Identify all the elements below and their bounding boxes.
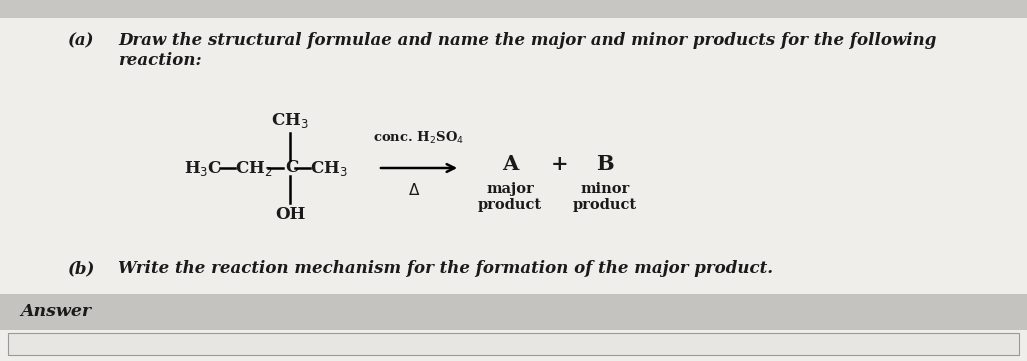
Bar (8, 333, 1019, 355)
Text: conc. H$_2$SO$_4$: conc. H$_2$SO$_4$ (374, 130, 464, 146)
Bar (0, 294, 1027, 330)
Text: Write the reaction mechanism for the formation of the major product.: Write the reaction mechanism for the for… (118, 260, 773, 277)
Text: product: product (478, 198, 542, 212)
Text: +: + (551, 154, 569, 174)
Text: OH: OH (275, 206, 305, 223)
Text: (b): (b) (68, 260, 96, 277)
Text: H$_3$C: H$_3$C (184, 158, 222, 178)
Text: major: major (486, 182, 534, 196)
Text: B: B (597, 154, 614, 174)
Text: Answer: Answer (20, 304, 91, 321)
Text: product: product (573, 198, 637, 212)
Text: minor: minor (580, 182, 630, 196)
Text: $\Delta$: $\Delta$ (408, 182, 420, 198)
Text: CH$_3$: CH$_3$ (271, 111, 309, 130)
Text: CH$_2$: CH$_2$ (235, 158, 272, 178)
Text: CH$_3$: CH$_3$ (310, 158, 347, 178)
Text: reaction:: reaction: (118, 52, 201, 69)
Text: (a): (a) (68, 32, 94, 49)
Text: Draw the structural formulae and name the major and minor products for the follo: Draw the structural formulae and name th… (118, 32, 937, 49)
Bar (0, 0, 1027, 18)
Text: A: A (502, 154, 519, 174)
Text: C: C (286, 160, 298, 177)
